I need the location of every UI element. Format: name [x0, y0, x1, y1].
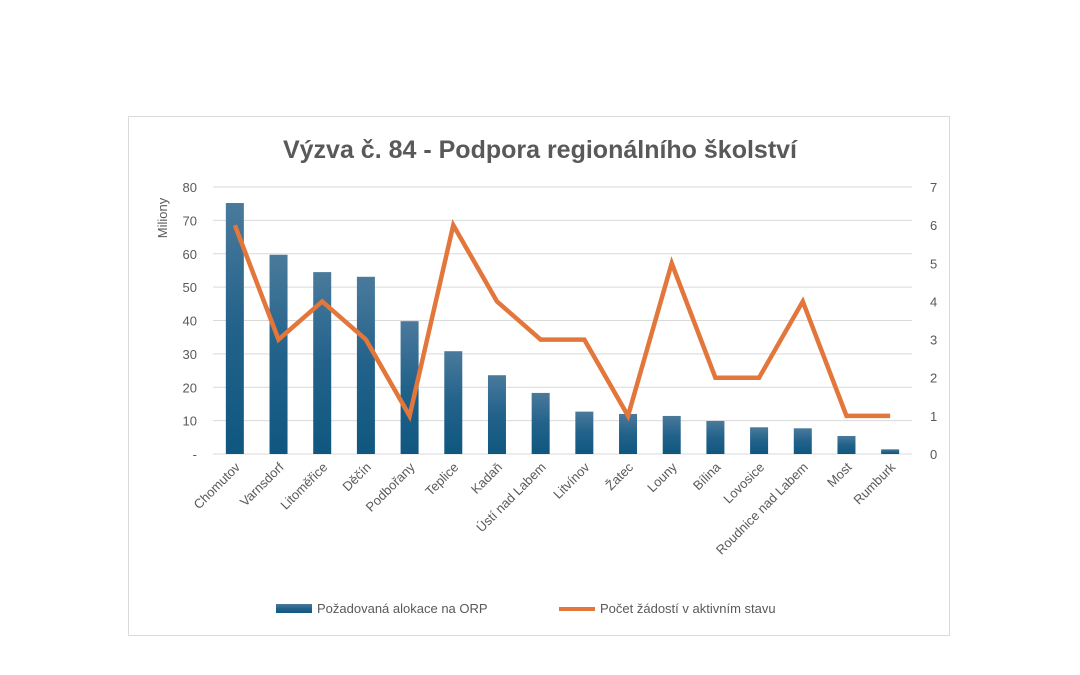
y-tick-label: 80 — [183, 180, 197, 195]
bar-teplice — [444, 351, 463, 454]
y-tick-label: 30 — [183, 347, 197, 362]
y-tick-label: 70 — [183, 213, 197, 228]
x-tick-label: Chomutov — [190, 459, 243, 512]
legend-swatch-bars — [276, 604, 312, 613]
bar-roudnice-nad-labem — [793, 428, 812, 454]
y2-tick-label: 2 — [930, 371, 937, 386]
y2-tick-label: 4 — [930, 294, 937, 309]
x-tick-label: Litoměřice — [277, 460, 330, 513]
x-tick-label: Děčín — [339, 460, 374, 495]
bar-lovosice — [750, 427, 769, 454]
y2-tick-label: 7 — [930, 180, 937, 195]
bar-litvínov — [575, 411, 594, 454]
x-tick-label: Most — [824, 459, 855, 490]
chart-frame — [128, 116, 950, 636]
bar-bílina — [706, 420, 725, 454]
x-tick-label: Rumburk — [850, 459, 898, 507]
bar-kadaň — [487, 375, 506, 454]
y-tick-label: 40 — [183, 314, 197, 329]
bar-děčín — [356, 276, 375, 454]
y2-tick-label: 3 — [930, 333, 937, 348]
y2-tick-label: 6 — [930, 218, 937, 233]
bar-ústí-nad-labem — [531, 392, 550, 454]
x-tick-label: Kadaň — [468, 460, 505, 497]
x-tick-label: Litvínov — [550, 459, 593, 502]
bar-žatec — [619, 413, 638, 454]
bar-louny — [662, 415, 681, 454]
y-axis-label: Miliony — [155, 197, 170, 238]
bar-most — [837, 435, 856, 454]
legend-label-line: Počet žádostí v aktivním stavu — [600, 601, 776, 616]
chart-title: Výzva č. 84 - Podpora regionálního škols… — [283, 136, 798, 164]
y2-tick-label: 5 — [930, 256, 937, 271]
y2-tick-label: 1 — [930, 409, 937, 424]
y2-tick-label: 0 — [930, 447, 937, 462]
bar-chomutov — [225, 203, 244, 454]
y-tick-label: 50 — [183, 280, 197, 295]
line-series — [232, 219, 891, 422]
y-tick-label: 20 — [183, 380, 197, 395]
bar-rumburk — [881, 449, 900, 454]
x-tick-label: Louny — [644, 459, 680, 495]
bar-varnsdorf — [269, 254, 288, 454]
y-tick-label: 60 — [183, 247, 197, 262]
x-tick-label: Teplice — [422, 460, 461, 499]
legend-label-bars: Požadovaná alokace na ORP — [317, 601, 488, 616]
x-tick-label: Bílina — [690, 459, 724, 493]
y-tick-label: 10 — [183, 414, 197, 429]
y-tick-label: - — [193, 447, 197, 462]
x-tick-label: Žatec — [603, 459, 637, 493]
bar-podbořany — [400, 321, 419, 454]
bar-litoměřice — [313, 272, 332, 454]
